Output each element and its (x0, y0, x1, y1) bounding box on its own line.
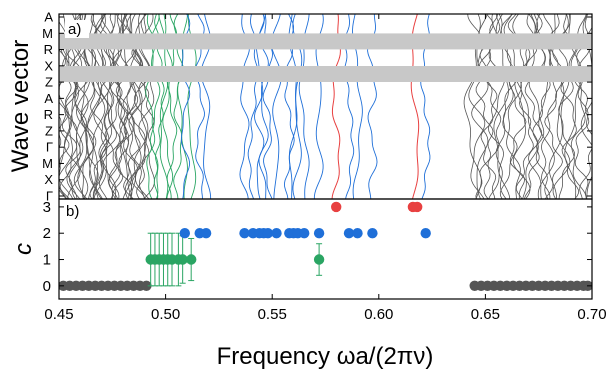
x-tick-label: 0.50 (151, 306, 180, 323)
panel-b-tag-group: b) (66, 203, 79, 220)
x-tick-label: 0.60 (364, 306, 393, 323)
data-point (412, 201, 423, 213)
x-tick-label: 0.45 (44, 306, 73, 323)
chern-number-panel: 0.45 0.50 0.55 0.60 0.65 0.70 0 1 2 3 b) c Freque… (10, 14, 607, 370)
data-point (331, 201, 342, 213)
gap-stripe (59, 66, 592, 82)
data-point (186, 254, 197, 265)
k-label: Z (45, 123, 53, 138)
data-point (179, 228, 190, 239)
panel-a-tag: a) (68, 21, 81, 38)
y-axis-label-c: c (10, 243, 37, 255)
k-label: X (44, 58, 53, 73)
k-label: X (44, 172, 53, 187)
k-label: Z (45, 75, 53, 90)
k-label: M (42, 156, 53, 171)
panel-b-tag: b) (66, 203, 79, 220)
x-tick-label: 0.70 (577, 306, 606, 323)
y-tick-label: 3 (43, 199, 51, 216)
band-lines (59, 14, 592, 199)
k-label: A (44, 10, 53, 25)
data-point (367, 228, 378, 239)
y-axis-label-wave-vector: Wave vector (7, 40, 34, 172)
gap-stripe (59, 33, 592, 50)
k-label: R (44, 107, 53, 122)
data-point (262, 228, 274, 239)
k-label: R (44, 42, 53, 57)
data-point (343, 228, 355, 239)
scatter-marks (59, 201, 592, 291)
x-axis-label-frequency: Frequency ωa/(2πν) (217, 343, 434, 370)
k-label: Γ (46, 140, 53, 155)
data-point (239, 228, 250, 239)
data-point (313, 228, 325, 239)
panel-b-ticks: 0.45 0.50 0.55 0.60 0.65 0.70 0 1 2 3 (43, 14, 607, 323)
data-point (420, 228, 431, 239)
y-tick-label: 2 (43, 225, 51, 242)
panel-a-tag-group: a) (65, 20, 89, 38)
x-tick-label: 0.65 (471, 306, 500, 323)
k-label: M (42, 26, 53, 41)
data-point (141, 280, 152, 291)
panel-b-frame (58, 198, 593, 300)
data-point (271, 228, 282, 239)
x-tick-label: 0.55 (258, 306, 287, 323)
data-point (299, 228, 310, 239)
data-point (352, 228, 363, 239)
y-tick-label: 1 (43, 252, 51, 269)
k-label: A (44, 91, 53, 106)
data-point (177, 254, 188, 265)
y-tick-label: 0 (43, 278, 51, 295)
gray-band-line (59, 28, 72, 199)
k-label: Γ (46, 189, 53, 204)
data-point (200, 228, 212, 239)
panel-a-tag-bg (65, 20, 89, 38)
data-point (313, 254, 325, 265)
